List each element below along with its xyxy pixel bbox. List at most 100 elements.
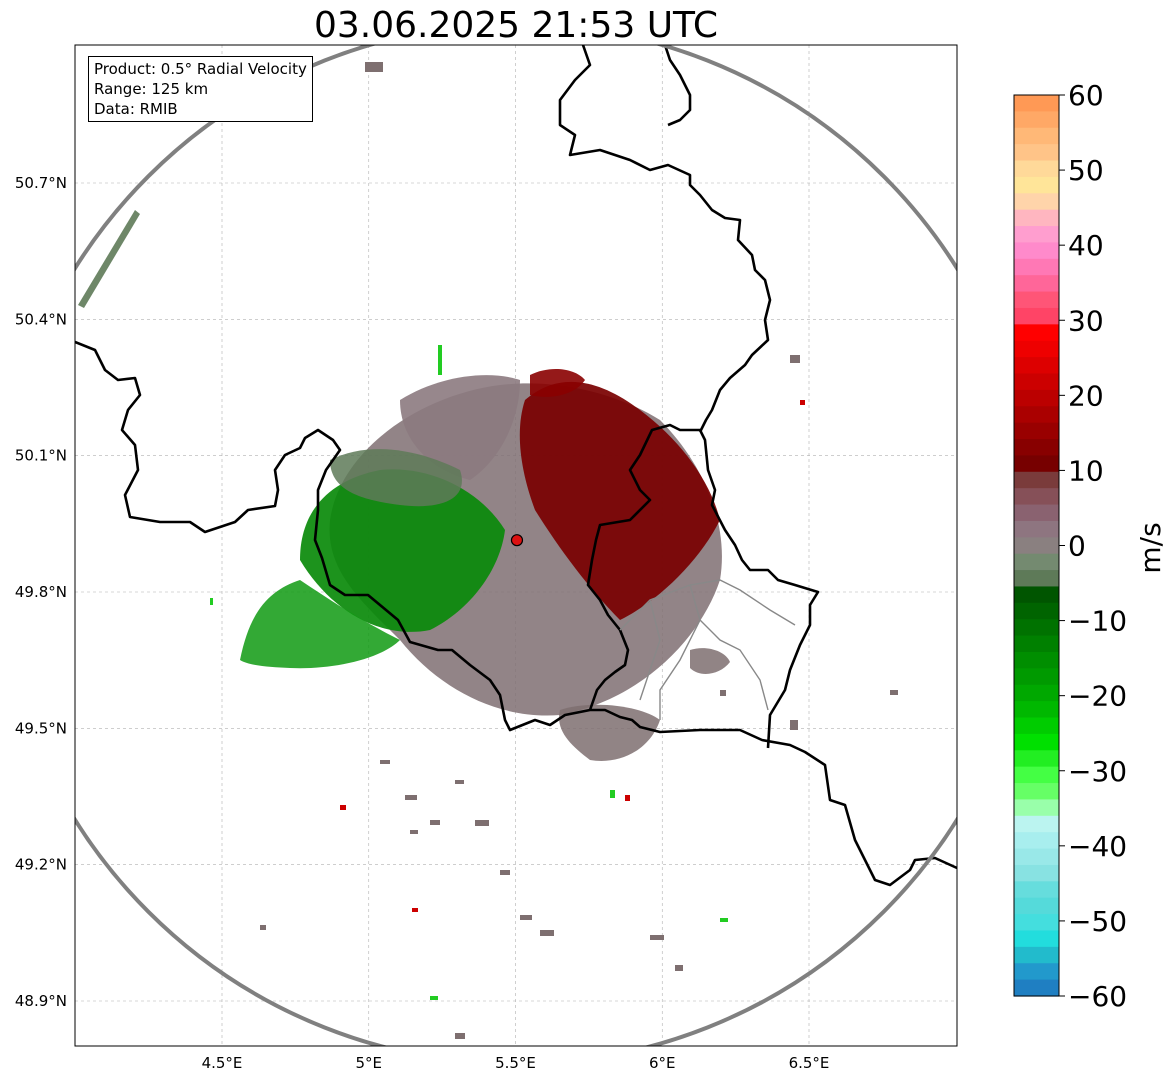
colorbar-swatch xyxy=(1014,520,1059,538)
echo-speckles-green xyxy=(210,345,728,1000)
lat-tick-label: 49.8°N xyxy=(15,583,67,601)
colorbar-swatch xyxy=(1014,963,1059,981)
colorbar-swatch xyxy=(1014,340,1059,358)
map-title: 03.06.2025 21:53 UTC xyxy=(313,5,719,46)
colorbar-tick-label: 60 xyxy=(1068,79,1104,112)
info-product: Product: 0.5° Radial Velocity xyxy=(94,60,307,78)
colorbar-swatch xyxy=(1014,914,1059,932)
lon-tick-label: 5°E xyxy=(355,1054,382,1072)
colorbar-swatch xyxy=(1014,324,1059,342)
colorbar-swatch xyxy=(1014,357,1059,375)
lat-tick-label: 50.7°N xyxy=(15,174,67,192)
colorbar-swatch xyxy=(1014,373,1059,391)
echo-outbound-red xyxy=(519,381,720,620)
region-borders xyxy=(619,579,796,720)
colorbar-swatch xyxy=(1014,455,1059,473)
colorbar-swatch xyxy=(1014,111,1059,129)
echo-green-gray-mix xyxy=(330,449,462,507)
lat-tick-label: 48.9°N xyxy=(15,992,67,1010)
colorbar-tick-label: −10 xyxy=(1068,605,1127,638)
colorbar-swatch xyxy=(1014,848,1059,866)
colorbar-swatch xyxy=(1014,864,1059,882)
colorbar-swatch xyxy=(1014,226,1059,244)
colorbar-swatch xyxy=(1014,160,1059,178)
colorbar-swatch xyxy=(1014,242,1059,260)
colorbar-swatches xyxy=(1014,95,1059,997)
colorbar-swatch xyxy=(1014,635,1059,653)
colorbar-tick-label: −40 xyxy=(1068,830,1127,863)
lat-tick-label: 50.4°N xyxy=(15,310,67,328)
border-luxembourg-west xyxy=(586,423,820,749)
colorbar-swatch xyxy=(1014,832,1059,850)
colorbar-swatch xyxy=(1014,144,1059,162)
velocity-echoes xyxy=(78,62,898,1039)
colorbar-swatch xyxy=(1014,619,1059,637)
echo-scattered-streaks xyxy=(260,62,898,1039)
colorbar-swatch xyxy=(1014,439,1059,456)
colorbar-swatch xyxy=(1014,717,1059,735)
lon-tick-label: 6.5°E xyxy=(789,1054,830,1072)
colorbar-swatch xyxy=(1014,668,1059,686)
map-area xyxy=(75,45,957,1046)
colorbar-tick-label: 20 xyxy=(1068,379,1104,412)
colorbar-swatch xyxy=(1014,422,1059,440)
colorbar-swatch xyxy=(1014,389,1059,407)
colorbar-swatch xyxy=(1014,946,1059,964)
colorbar-swatch xyxy=(1014,783,1059,801)
colorbar-swatch xyxy=(1014,733,1059,751)
colorbar: 60 50 40 30 20 10 0 −10 −20 −30 −40 −50 −60 m/s xyxy=(1013,79,1167,1013)
lat-tick-label: 50.1°N xyxy=(15,447,67,465)
lat-tick-label: 49.5°N xyxy=(15,719,67,737)
colorbar-tick-label: 50 xyxy=(1068,154,1104,187)
colorbar-swatch xyxy=(1014,979,1059,997)
colorbar-tick-label: −20 xyxy=(1068,680,1127,713)
colorbar-swatch xyxy=(1014,651,1059,669)
colorbar-swatch xyxy=(1014,570,1059,588)
colorbar-swatch xyxy=(1014,275,1059,293)
colorbar-swatch xyxy=(1014,176,1059,194)
lon-tick-label: 4.5°E xyxy=(202,1054,243,1072)
echo-south-gray xyxy=(559,704,660,761)
lon-tick-label: 5.5°E xyxy=(495,1054,536,1072)
info-box: Product: 0.5° Radial Velocity Range: 125… xyxy=(88,56,313,122)
echo-east-gray xyxy=(690,648,730,674)
echo-northwest-band xyxy=(78,210,140,308)
border-belgium-france-west xyxy=(75,340,957,887)
colorbar-swatch xyxy=(1014,307,1059,325)
colorbar-tick-label: −60 xyxy=(1068,980,1127,1013)
colorbar-swatch xyxy=(1014,766,1059,784)
colorbar-swatch xyxy=(1014,684,1059,702)
colorbar-swatch xyxy=(1014,95,1059,112)
colorbar-swatch xyxy=(1014,193,1059,211)
echo-speckles-red xyxy=(340,400,805,912)
colorbar-swatch xyxy=(1014,537,1059,555)
colorbar-swatch xyxy=(1014,750,1059,768)
colorbar-tick-label: −50 xyxy=(1068,905,1127,938)
colorbar-swatch xyxy=(1014,406,1059,424)
colorbar-swatch xyxy=(1014,504,1059,522)
colorbar-tick-label: 40 xyxy=(1068,229,1104,262)
country-borders xyxy=(75,45,957,887)
colorbar-swatch xyxy=(1014,815,1059,833)
colorbar-tick-label: 30 xyxy=(1068,304,1104,337)
colorbar-swatch xyxy=(1014,553,1059,571)
echo-inbound-green-dark xyxy=(300,469,505,632)
colorbar-swatch xyxy=(1014,930,1059,948)
border-germany-northeast xyxy=(663,45,692,127)
colorbar-swatch xyxy=(1014,881,1059,899)
info-data-source: Data: RMIB xyxy=(94,100,178,118)
colorbar-swatch xyxy=(1014,471,1059,489)
colorbar-swatch xyxy=(1014,602,1059,620)
colorbar-tick-label: 0 xyxy=(1068,530,1086,563)
map-frame xyxy=(74,44,958,1047)
colorbar-unit-label: m/s xyxy=(1134,522,1167,573)
colorbar-swatch xyxy=(1014,209,1059,227)
colorbar-swatch xyxy=(1014,258,1059,276)
echo-inbound-green-outer xyxy=(240,580,400,669)
info-range: Range: 125 km xyxy=(94,80,209,98)
colorbar-swatch xyxy=(1014,799,1059,817)
lat-tick-label: 49.2°N xyxy=(15,856,67,874)
colorbar-swatch xyxy=(1014,701,1059,719)
colorbar-swatch xyxy=(1014,127,1059,145)
